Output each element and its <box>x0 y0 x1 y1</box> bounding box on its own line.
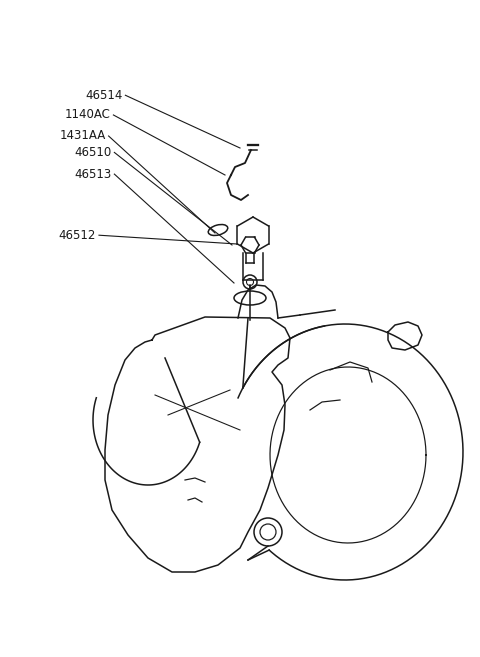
Text: 46512: 46512 <box>59 229 96 242</box>
Text: 46513: 46513 <box>74 168 111 181</box>
Text: 46514: 46514 <box>85 89 122 102</box>
Text: 1140AC: 1140AC <box>64 108 110 122</box>
Text: 1431AA: 1431AA <box>60 129 106 143</box>
Text: 46510: 46510 <box>74 146 111 159</box>
